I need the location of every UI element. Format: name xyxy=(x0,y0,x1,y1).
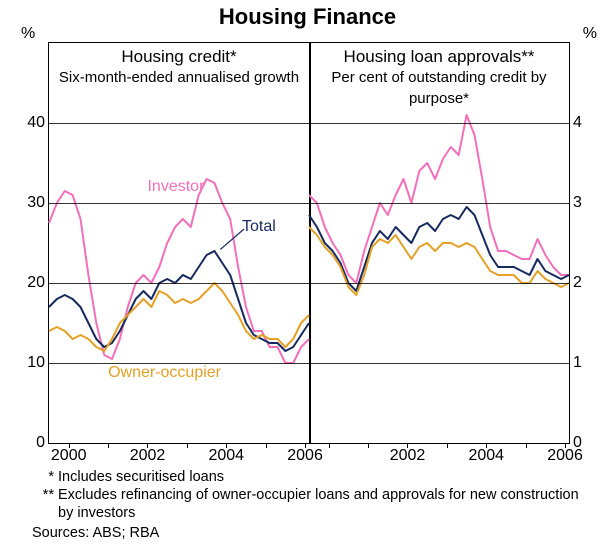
y-tick-left: 10 xyxy=(27,354,45,372)
x-tick xyxy=(108,443,109,448)
footnote-text: Excludes refinancing of owner-occupier l… xyxy=(58,486,592,522)
series-label: Investor xyxy=(147,178,204,196)
footnote-marker: ** xyxy=(32,486,58,522)
y-tick-left: 0 xyxy=(36,434,45,452)
x-tick xyxy=(447,443,448,448)
y-tick-left: 40 xyxy=(27,114,45,132)
y-tick-left: 20 xyxy=(27,274,45,292)
y-tick-right: 4 xyxy=(573,114,582,132)
series-line xyxy=(309,227,569,295)
x-tick xyxy=(329,443,330,448)
x-tick xyxy=(266,443,267,448)
x-tick-label: 2002 xyxy=(390,447,426,465)
chart-svg xyxy=(49,43,569,443)
y-unit-left: % xyxy=(21,25,35,43)
series-line xyxy=(309,115,569,283)
y-tick-right: 2 xyxy=(573,274,582,292)
gridline xyxy=(49,123,569,124)
y-tick-right: 1 xyxy=(573,354,582,372)
series-label: Owner-occupier xyxy=(108,364,221,382)
x-tick-label: 2006 xyxy=(287,447,323,465)
x-tick-label: 2004 xyxy=(468,447,504,465)
gridline xyxy=(49,203,569,204)
x-tick-label: 2000 xyxy=(51,447,87,465)
y-tick-left: 30 xyxy=(27,194,45,212)
y-unit-right: % xyxy=(583,25,597,43)
x-tick xyxy=(368,443,369,448)
gridline xyxy=(49,283,569,284)
x-tick-label: 2006 xyxy=(547,447,583,465)
plot-area: % % Housing credit* Six-month-ended annu… xyxy=(48,42,570,444)
sources-text: Sources: ABS; RBA xyxy=(32,524,592,542)
series-label: Total xyxy=(242,218,276,236)
footnote-text: Includes securitised loans xyxy=(58,468,224,486)
x-tick-label: 2002 xyxy=(130,447,166,465)
series-line xyxy=(49,283,309,351)
footnote-row: *Includes securitised loans xyxy=(32,468,592,486)
footnotes: *Includes securitised loans**Excludes re… xyxy=(32,468,592,543)
x-tick xyxy=(526,443,527,448)
footnote-marker: * xyxy=(32,468,58,486)
series-line xyxy=(309,207,569,291)
series-line xyxy=(49,179,309,363)
chart-title: Housing Finance xyxy=(0,0,615,30)
x-tick xyxy=(187,443,188,448)
y-tick-right: 3 xyxy=(573,194,582,212)
chart-container: Housing Finance % % Housing credit* Six-… xyxy=(0,0,615,553)
footnote-row: **Excludes refinancing of owner-occupier… xyxy=(32,486,592,522)
x-tick-label: 2004 xyxy=(208,447,244,465)
